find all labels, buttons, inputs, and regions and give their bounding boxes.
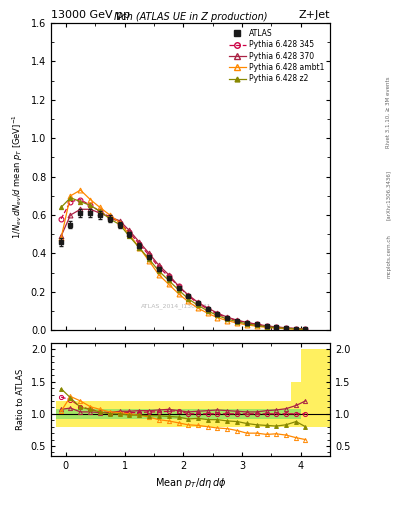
X-axis label: Mean $p_T/d\eta\,d\phi$: Mean $p_T/d\eta\,d\phi$ xyxy=(155,476,226,490)
Text: Z+Jet: Z+Jet xyxy=(299,10,330,20)
Y-axis label: Ratio to ATLAS: Ratio to ATLAS xyxy=(16,369,25,430)
Text: ATLAS_2014_I1306531: ATLAS_2014_I1306531 xyxy=(141,303,212,309)
Text: mcplots.cern.ch: mcplots.cern.ch xyxy=(386,234,391,278)
Y-axis label: $1/N_{ev}\,dN_{ev}/d$ mean $p_T$ [GeV]$^{-1}$: $1/N_{ev}\,dN_{ev}/d$ mean $p_T$ [GeV]$^… xyxy=(11,114,25,239)
Text: [arXiv:1306.3436]: [arXiv:1306.3436] xyxy=(386,169,391,220)
Text: 13000 GeV pp: 13000 GeV pp xyxy=(51,10,130,20)
Text: Rivet 3.1.10, ≥ 3M events: Rivet 3.1.10, ≥ 3M events xyxy=(386,77,391,148)
Text: Nch (ATLAS UE in Z production): Nch (ATLAS UE in Z production) xyxy=(114,11,267,22)
Legend: ATLAS, Pythia 6.428 345, Pythia 6.428 370, Pythia 6.428 ambt1, Pythia 6.428 z2: ATLAS, Pythia 6.428 345, Pythia 6.428 37… xyxy=(226,27,326,86)
